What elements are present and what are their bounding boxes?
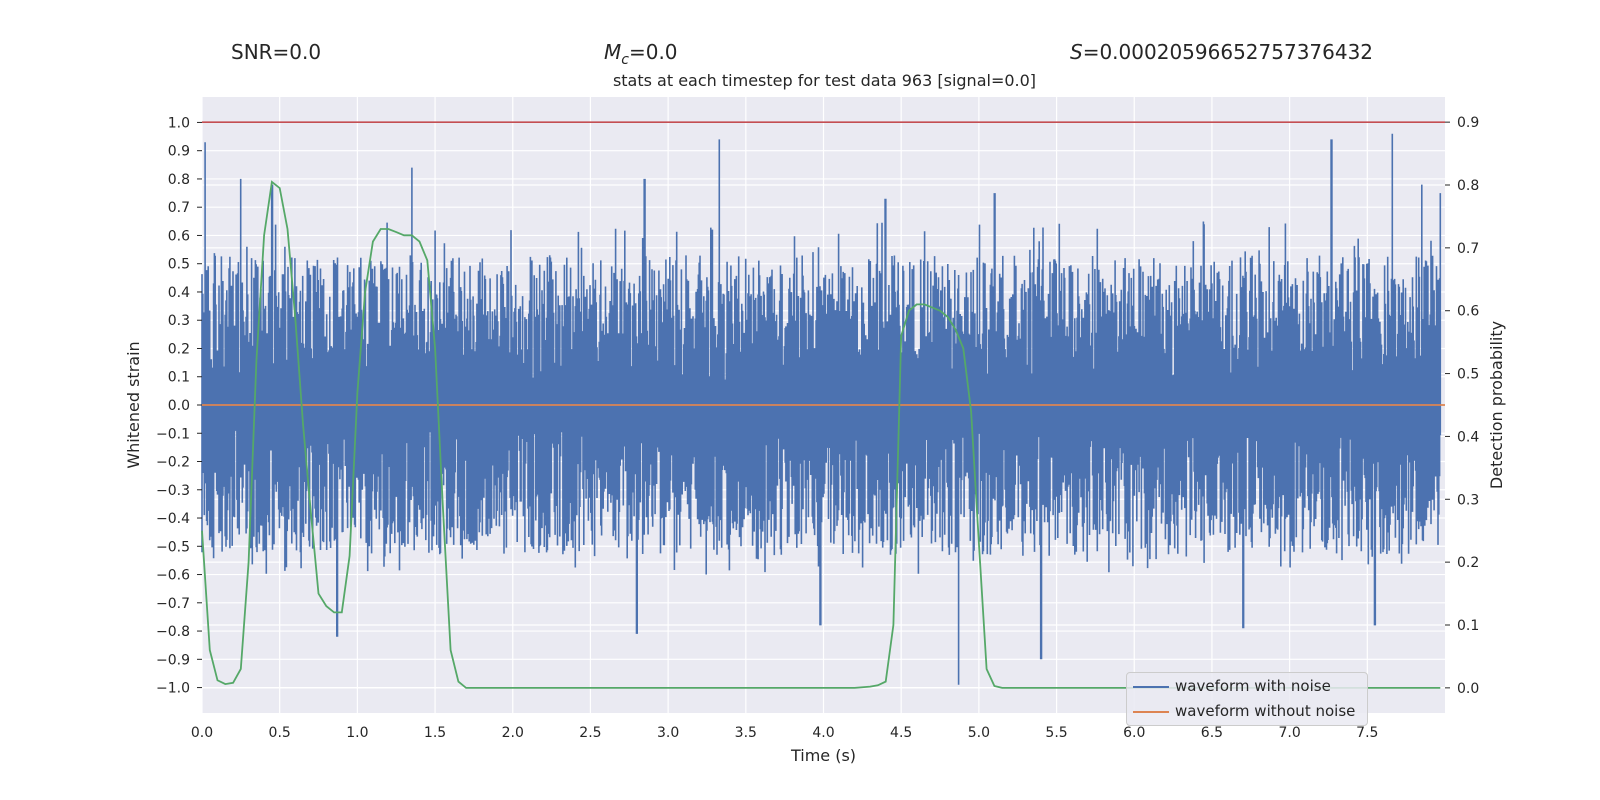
y-tick-label: −0.1 bbox=[156, 426, 190, 442]
snr-label: SNR=0.0 bbox=[231, 40, 322, 64]
y-tick-label: 0.2 bbox=[168, 341, 190, 357]
axes: 0.0 0.5 1.0 1.5 2.0 2.5 3.0 3.5 4.0 4.5 5.0 5.5 6.0 6… bbox=[156, 115, 1479, 741]
y2-tick-label: 0.8 bbox=[1457, 178, 1479, 194]
s-header: S=0.00020596652757376432 bbox=[1070, 40, 1373, 64]
x-tick-label: 0.5 bbox=[269, 725, 291, 741]
y2-tick-label: 0.6 bbox=[1457, 304, 1479, 320]
y-tick-label: −0.2 bbox=[156, 455, 190, 471]
x-tick-label: 2.5 bbox=[579, 725, 601, 741]
y-tick-label: 1.0 bbox=[168, 115, 190, 131]
x-tick-label: 6.5 bbox=[1201, 725, 1223, 741]
y2-tick-label: 0.4 bbox=[1457, 429, 1479, 445]
legend-item-without-noise: waveform without noise bbox=[1127, 700, 1367, 723]
y-tick-label: 0.0 bbox=[168, 398, 190, 414]
x-tick-label: 1.5 bbox=[424, 725, 446, 741]
s-symbol: S bbox=[1070, 40, 1083, 64]
chirp-mass-label: =0.0 bbox=[628, 40, 678, 64]
x-tick-label: 6.0 bbox=[1123, 725, 1145, 741]
x-tick-label: 3.0 bbox=[657, 725, 679, 741]
y-tick-label: −0.8 bbox=[156, 624, 190, 640]
y2-tick-label: 0.5 bbox=[1457, 367, 1479, 383]
y-axis-label: Whitened strain bbox=[124, 341, 143, 468]
legend-label-with-noise: waveform with noise bbox=[1175, 677, 1331, 695]
chirp-mass-subscript: c bbox=[621, 52, 629, 68]
y-tick-label: 0.4 bbox=[168, 285, 190, 301]
legend-item-with-noise: waveform with noise bbox=[1127, 675, 1367, 698]
legend: waveform with noise waveform without noi… bbox=[1126, 672, 1368, 726]
y-tick-label: 0.7 bbox=[168, 200, 190, 216]
legend-swatch-with-noise bbox=[1133, 686, 1169, 688]
x-tick-label: 5.0 bbox=[968, 725, 990, 741]
y-tick-label: 0.3 bbox=[168, 313, 190, 329]
y2-tick-label: 0.3 bbox=[1457, 492, 1479, 508]
y2-tick-label: 0.9 bbox=[1457, 115, 1479, 131]
chirp-mass-header: Mc=0.0 bbox=[604, 40, 678, 68]
y-tick-label: 0.6 bbox=[168, 228, 190, 244]
x-tick-label: 7.5 bbox=[1356, 725, 1378, 741]
y-tick-label: −0.9 bbox=[156, 652, 190, 668]
snr-header: SNR=0.0 bbox=[231, 40, 321, 64]
y-tick-label: −0.3 bbox=[156, 483, 190, 499]
y2-axis-label: Detection probability bbox=[1487, 321, 1506, 489]
y-tick-label: 0.8 bbox=[168, 172, 190, 188]
legend-label-without-noise: waveform without noise bbox=[1175, 702, 1356, 720]
x-tick-label: 7.0 bbox=[1278, 725, 1300, 741]
y-tick-label: 0.5 bbox=[168, 257, 190, 273]
x-tick-label: 0.0 bbox=[191, 725, 213, 741]
y-tick-label: 0.1 bbox=[168, 370, 190, 386]
y2-tick-label: 0.7 bbox=[1457, 241, 1479, 257]
chart-title: stats at each timestep for test data 963… bbox=[612, 71, 1037, 90]
chirp-mass-symbol: M bbox=[604, 40, 622, 64]
x-tick-label: 2.0 bbox=[502, 725, 524, 741]
y2-tick-label: 0.2 bbox=[1457, 555, 1479, 571]
y2-tick-label: 0.0 bbox=[1457, 681, 1479, 697]
y-tick-label: −1.0 bbox=[156, 681, 190, 697]
y-tick-label: −0.4 bbox=[156, 511, 190, 527]
y-tick-label: −0.7 bbox=[156, 596, 190, 612]
s-label: =0.00020596652757376432 bbox=[1082, 40, 1374, 64]
y2-tick-label: 0.1 bbox=[1457, 618, 1479, 634]
y-tick-label: −0.6 bbox=[156, 568, 190, 584]
x-tick-label: 4.0 bbox=[812, 725, 834, 741]
probability-trace bbox=[201, 180, 1441, 689]
y-tick-label: −0.5 bbox=[156, 539, 190, 555]
x-axis-label: Time (s) bbox=[790, 746, 856, 765]
x-tick-label: 4.5 bbox=[890, 725, 912, 741]
y-tick-label: 0.9 bbox=[168, 144, 190, 160]
x-tick-label: 1.0 bbox=[346, 725, 368, 741]
legend-swatch-without-noise bbox=[1133, 711, 1169, 713]
x-tick-label: 3.5 bbox=[735, 725, 757, 741]
series-detection-probability bbox=[201, 180, 1441, 689]
x-tick-label: 5.5 bbox=[1045, 725, 1067, 741]
